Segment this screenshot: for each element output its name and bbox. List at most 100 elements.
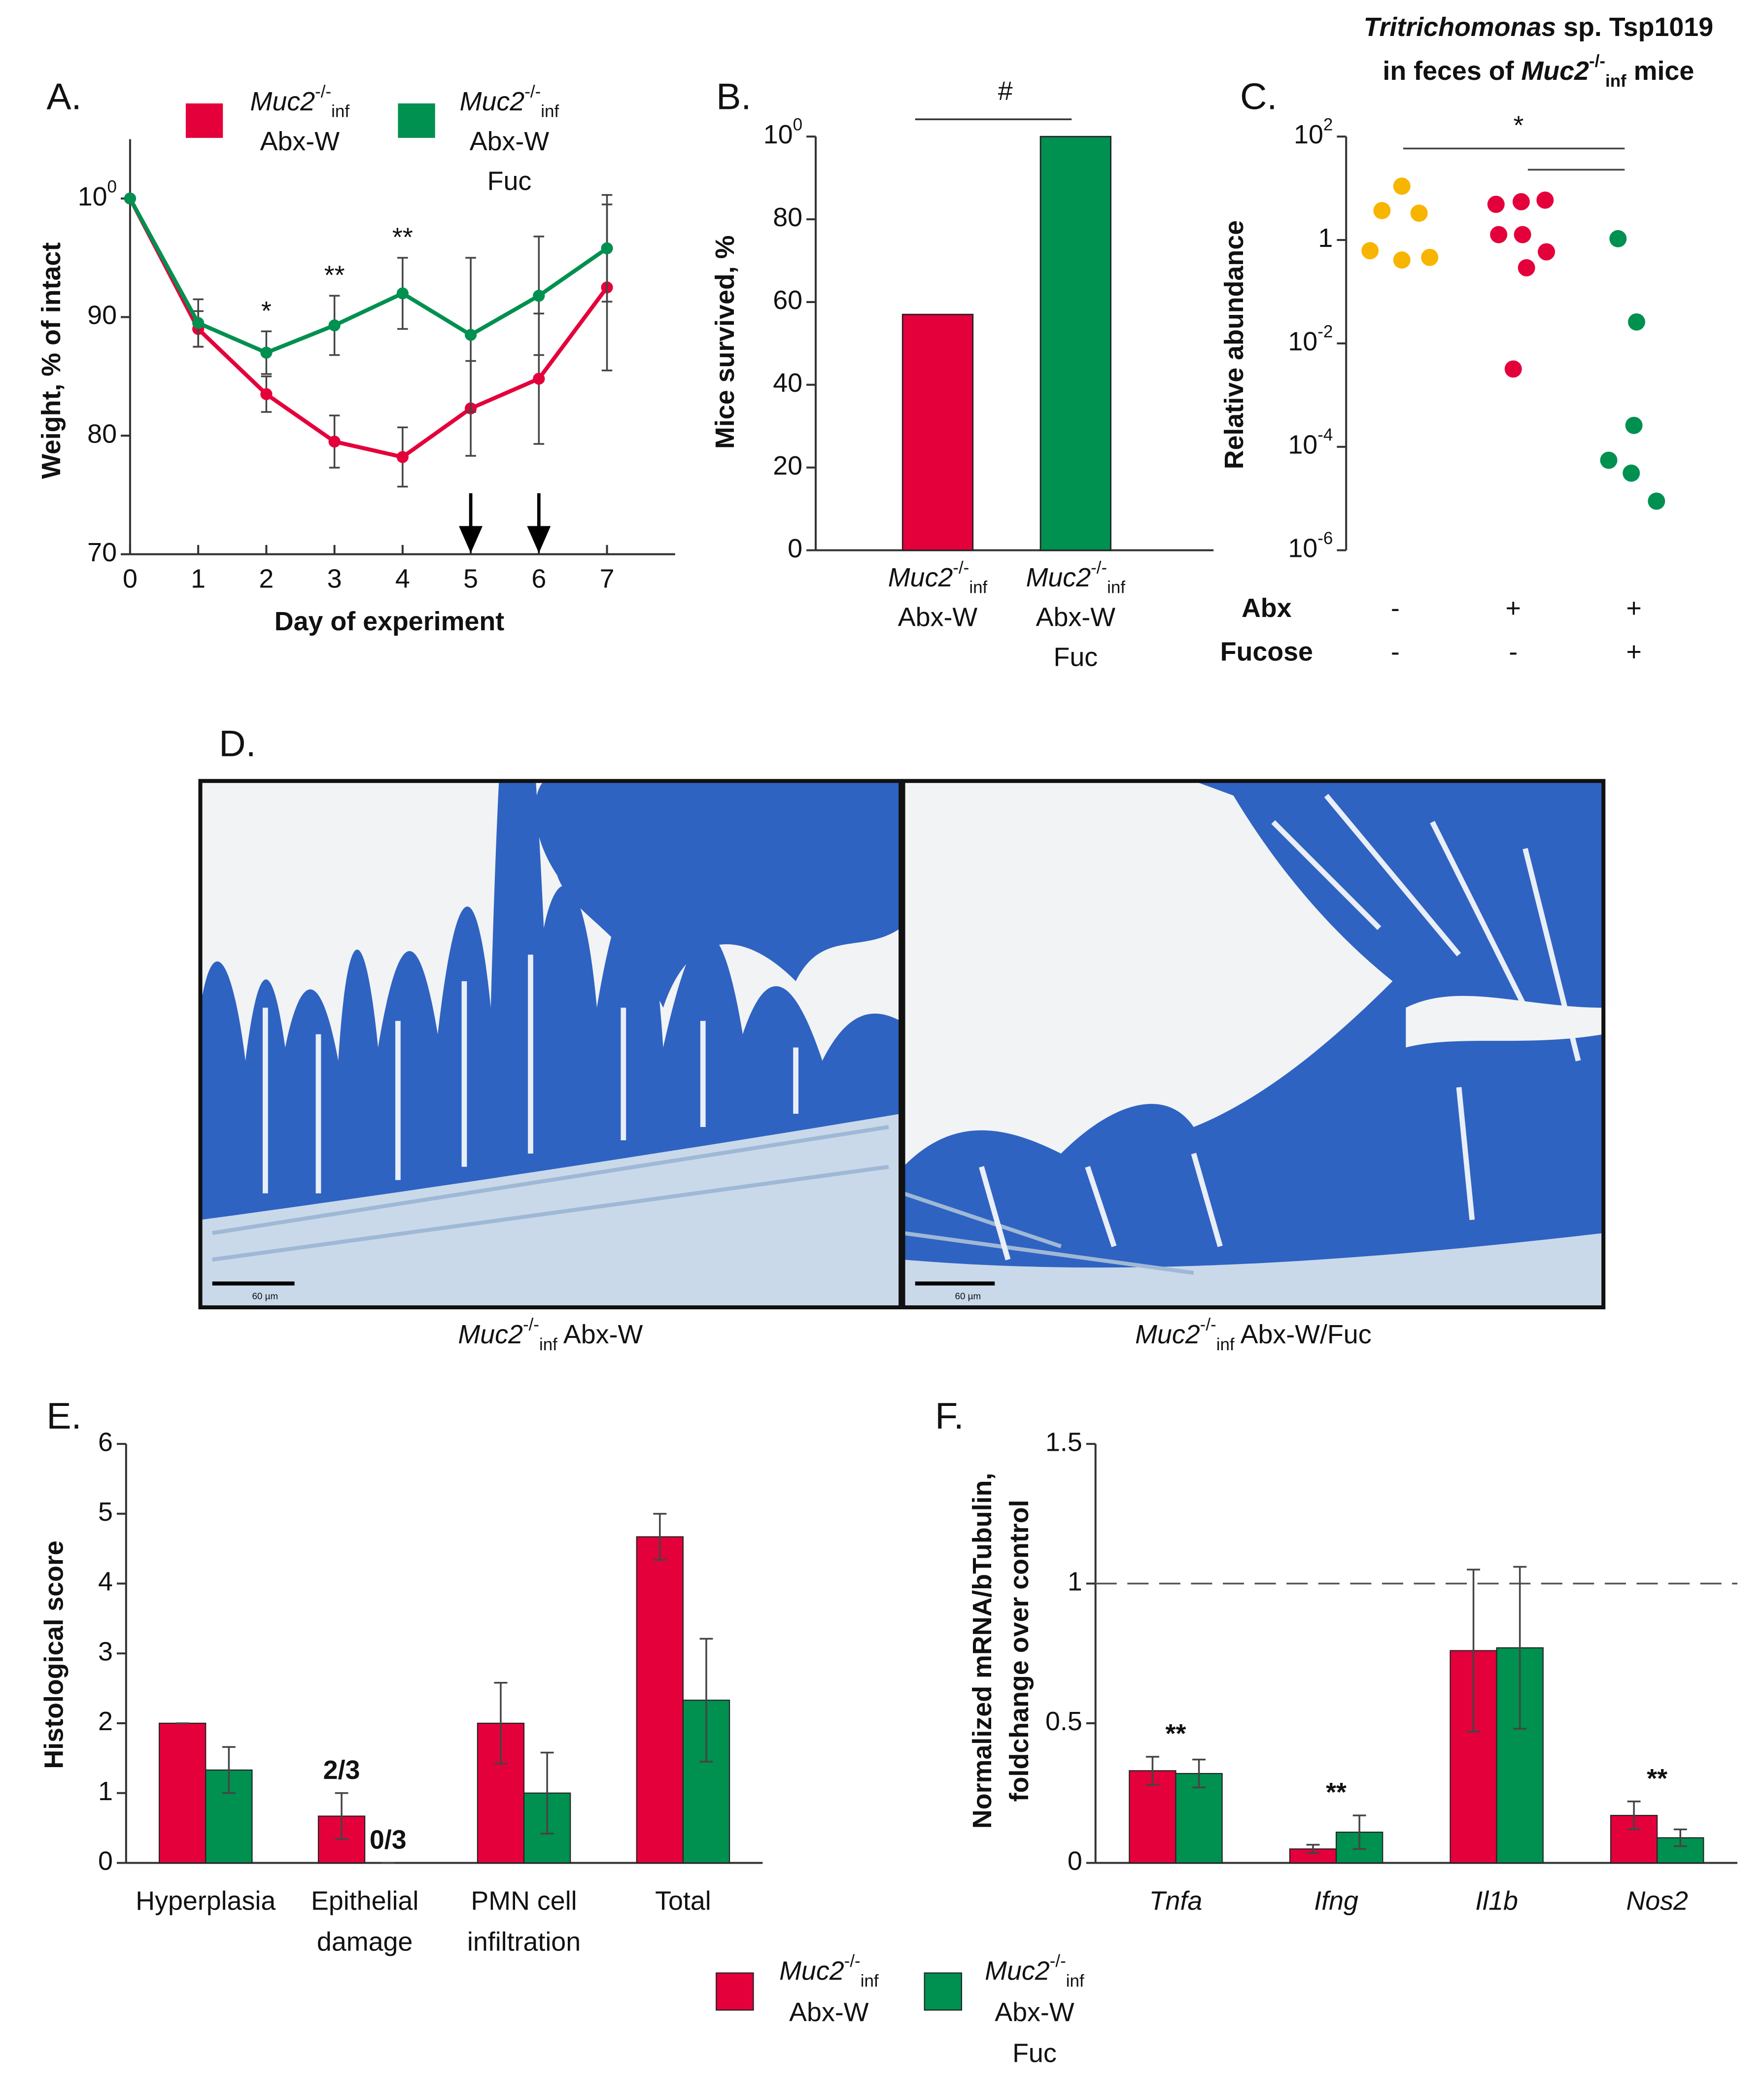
- x-tick-label: 2: [259, 564, 274, 594]
- y-tick-label: 0.5: [1045, 1707, 1082, 1736]
- point: [1514, 226, 1531, 243]
- x-tick-label: infiltration: [467, 1927, 581, 1957]
- point: [1410, 205, 1428, 222]
- error-bar: [1627, 1800, 1641, 1831]
- y-axis-label: foldchange over control: [1004, 1500, 1034, 1802]
- chart-title: in feces of Muc2-/-inf mice: [1383, 52, 1694, 91]
- legend-label: Muc2-/-inf: [460, 82, 559, 121]
- image-frame: [901, 779, 1606, 1310]
- histology-left: 60 µm: [200, 781, 901, 1307]
- annotation: **: [1326, 1777, 1347, 1807]
- x-tick-label: 6: [531, 564, 546, 594]
- x-tick-label: Hyperplasia: [136, 1886, 276, 1915]
- y-tick-label: 4: [98, 1567, 113, 1597]
- annotation: 2/3: [323, 1755, 360, 1785]
- y-tick-label: 60: [773, 285, 802, 315]
- annotation: **: [324, 261, 345, 290]
- row-label: Abx: [1242, 593, 1292, 623]
- annotation: *: [261, 296, 272, 326]
- x-tick-label: Il1b: [1475, 1886, 1518, 1915]
- x-tick-label: Nos2: [1626, 1886, 1688, 1915]
- scale-bar-label: 60 µm: [955, 1291, 981, 1301]
- x-tick-label: PMN cell: [471, 1886, 577, 1915]
- error-bar: [1145, 1756, 1159, 1786]
- row-value: -: [1391, 637, 1400, 667]
- point: [1504, 360, 1522, 378]
- error-bar: [1467, 1569, 1480, 1733]
- legend-swatch: [185, 103, 223, 138]
- point: [328, 319, 341, 332]
- y-tick-label: 40: [773, 368, 802, 398]
- arrow: [527, 493, 551, 553]
- legend-label: Abx-W: [995, 1997, 1074, 2027]
- point: [1625, 416, 1643, 434]
- histology-right: 60 µm: [903, 781, 1604, 1307]
- panel-label: B.: [716, 76, 751, 117]
- error-bar: [540, 1751, 554, 1835]
- legend-swatch: [716, 1972, 754, 2011]
- row-value: -: [1509, 637, 1518, 667]
- point: [1393, 251, 1411, 269]
- x-tick-label: 1: [191, 564, 206, 594]
- x-tick-label: Abx-W: [898, 603, 978, 632]
- panel-label: A.: [46, 76, 81, 117]
- legend-label: Abx-W: [789, 1997, 869, 2027]
- point: [1512, 193, 1530, 210]
- annotation: **: [1166, 1719, 1186, 1748]
- image-caption: Muc2-/-inf Abx-W/Fuc: [1135, 1315, 1372, 1354]
- x-tick-label: 7: [600, 564, 615, 594]
- legend-label: Muc2-/-inf: [250, 82, 350, 121]
- row-value: -: [1391, 593, 1400, 623]
- point: [396, 287, 409, 300]
- point: [1648, 492, 1665, 510]
- x-tick-label: Abx-W: [1036, 603, 1116, 632]
- point: [260, 346, 273, 359]
- row-value: +: [1506, 593, 1521, 623]
- legend-label: Abx-W: [470, 127, 550, 156]
- annotation: **: [392, 223, 413, 252]
- x-tick-label: Tnfa: [1149, 1886, 1203, 1915]
- point: [1487, 196, 1505, 213]
- bar: [901, 313, 974, 551]
- legend-label: Muc2-/-inf: [985, 1951, 1084, 1990]
- x-tick-label: 3: [327, 564, 342, 594]
- y-tick-label: 6: [98, 1427, 113, 1457]
- y-axis-label: Weight, % of intact: [36, 242, 66, 479]
- y-tick-label: 5: [98, 1497, 113, 1527]
- panel-label: D.: [219, 723, 256, 764]
- x-tick-label: 5: [463, 564, 478, 594]
- y-tick-label: 0: [98, 1846, 113, 1876]
- legend-label: Fuc: [487, 167, 532, 196]
- point: [124, 192, 137, 205]
- x-axis-label: Day of experiment: [275, 607, 504, 636]
- error-bar: [335, 1792, 348, 1840]
- point: [533, 290, 545, 302]
- image-caption: Muc2-/-inf Abx-W: [458, 1315, 643, 1354]
- y-tick-label: 1: [98, 1776, 113, 1806]
- error-bar: [494, 1681, 508, 1765]
- x-tick-label: Muc2-/-inf: [1026, 558, 1126, 597]
- x-tick-label: Epithelial: [311, 1886, 418, 1915]
- error-bar: [222, 1746, 236, 1794]
- x-tick-label: 4: [395, 564, 410, 594]
- y-tick-label: 2: [98, 1707, 113, 1736]
- point: [1421, 248, 1439, 266]
- bar: [159, 1722, 207, 1864]
- y-tick-label: 1.5: [1045, 1427, 1082, 1457]
- y-tick-label: 10-6: [1288, 529, 1333, 563]
- error-bar: [699, 1638, 713, 1763]
- point: [1600, 451, 1618, 469]
- error-bar: [1352, 1814, 1366, 1850]
- annotation: #: [998, 76, 1013, 106]
- y-axis-label: Normalized mRNA/bTubulin,: [968, 1473, 997, 1829]
- annotation: 0/3: [370, 1825, 407, 1855]
- point: [1361, 242, 1379, 260]
- y-tick-label: 0: [788, 534, 802, 563]
- y-tick-label: 90: [87, 301, 117, 330]
- error-bar: [1306, 1844, 1320, 1854]
- error-bar: [1192, 1758, 1206, 1789]
- error-bar: [1513, 1566, 1527, 1730]
- y-tick-label: 1: [1318, 223, 1333, 253]
- x-tick-label: Ifng: [1314, 1886, 1358, 1915]
